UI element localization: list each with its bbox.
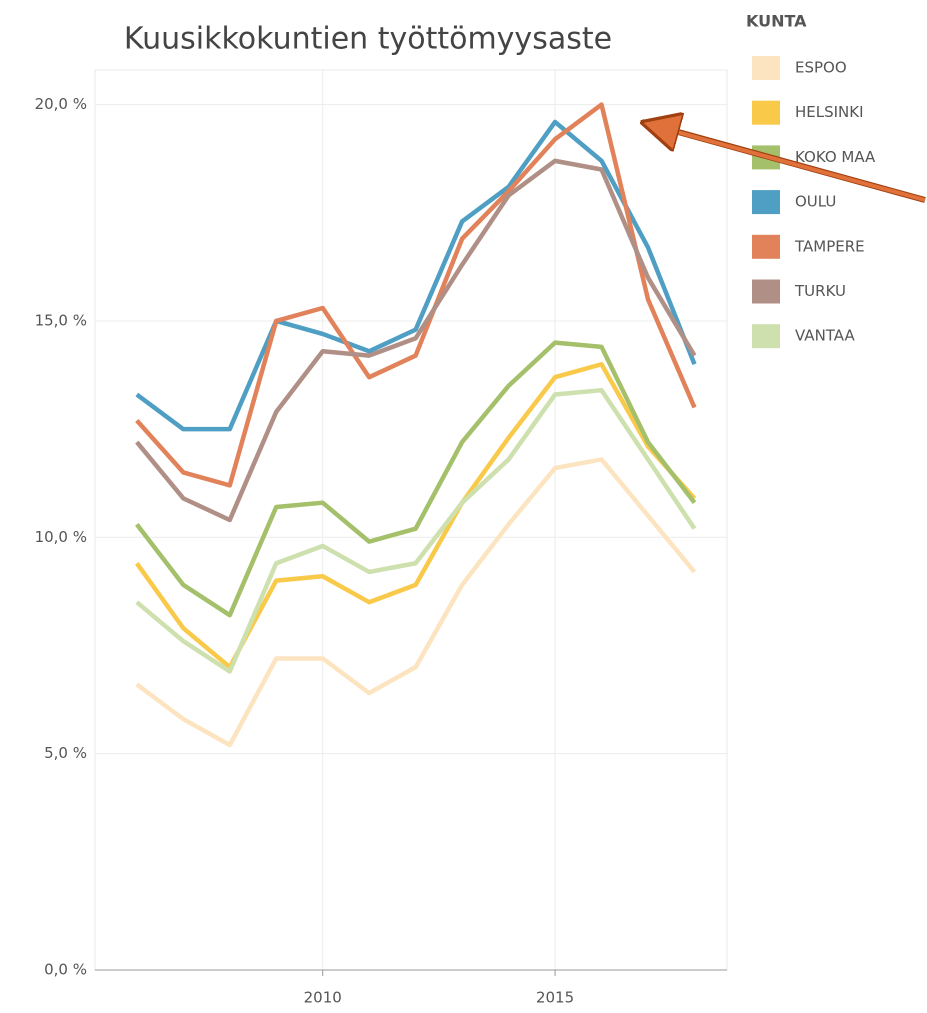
legend-label: KOKO MAA: [795, 148, 876, 166]
series-line: [135, 102, 697, 488]
legend-label: TURKU: [794, 282, 846, 300]
legend-swatch: [752, 324, 780, 349]
legend-swatch: [752, 56, 780, 80]
series-line: [135, 457, 697, 748]
legend-swatch: [752, 279, 780, 304]
legend-label: TAMPERE: [794, 237, 865, 255]
series-line: [135, 340, 697, 618]
x-tick-label: 2015: [536, 989, 574, 1007]
chart-title: Kuusikkokuntien työttömyysaste: [124, 22, 612, 57]
legend-label: HELSINKI: [795, 103, 864, 121]
legend-label: ESPOO: [795, 59, 847, 77]
y-tick-label: 15,0 %: [35, 311, 87, 329]
y-tick-label: 20,0 %: [35, 95, 87, 113]
series-line: [135, 387, 697, 674]
y-tick-label: 0,0 %: [44, 961, 87, 979]
series-line: [135, 119, 697, 432]
legend-label: VANTAA: [795, 327, 855, 345]
legend-swatch: [752, 190, 780, 215]
legend-swatch: [752, 100, 780, 125]
series-line: [135, 158, 697, 523]
plot-frame: [94, 69, 728, 971]
legend-label: OULU: [795, 193, 836, 211]
x-tick-label: 2010: [304, 989, 342, 1007]
legend-swatch: [752, 234, 780, 259]
annotation-arrow: [648, 124, 926, 202]
y-tick-label: 5,0 %: [44, 744, 87, 762]
legend-title: KUNTA: [746, 12, 807, 31]
y-tick-label: 10,0 %: [35, 528, 87, 546]
